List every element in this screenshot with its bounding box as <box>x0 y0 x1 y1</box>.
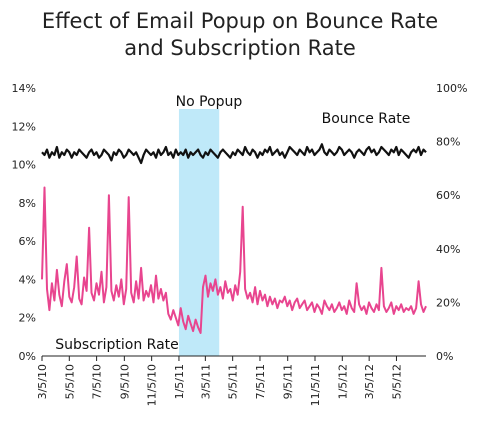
left-tick-label: 4% <box>19 273 36 286</box>
right-tick-label: 40% <box>436 243 460 256</box>
right-tick-label: 0% <box>436 350 453 363</box>
x-tick-label: 7/5/10 <box>91 364 104 399</box>
right-tick-label: 60% <box>436 189 460 202</box>
x-tick-label: 11/5/11 <box>309 364 322 406</box>
x-tick-label: 11/5/10 <box>146 364 159 406</box>
no-popup-label: No Popup <box>176 94 243 110</box>
no-popup-band <box>178 109 220 356</box>
x-tick-label: 5/5/11 <box>227 364 240 399</box>
series-layer <box>41 143 427 334</box>
x-tick-label: 1/5/11 <box>173 364 186 399</box>
chart-title-line-1: Effect of Email Popup on Bounce Rate <box>42 9 438 33</box>
x-tick-label: 7/5/11 <box>254 364 267 399</box>
subscription-rate-line <box>41 186 427 334</box>
left-tick-label: 14% <box>12 82 36 95</box>
x-tick-label: 5/5/10 <box>63 364 76 399</box>
x-tick-label: 1/5/12 <box>336 364 349 399</box>
x-tick-label: 9/5/10 <box>118 364 131 399</box>
right-tick-label: 20% <box>436 296 460 309</box>
left-tick-label: 12% <box>12 120 36 133</box>
left-tick-label: 2% <box>19 312 36 325</box>
bounce-rate-label: Bounce Rate <box>322 111 411 127</box>
axis-layer: 0% 2% 4% 6% 8% 10% 12% 14% 0% 20% 40% 60% 80% 100% 3/5… <box>12 82 468 406</box>
chart-title-line-2: and Subscription Rate <box>124 36 356 60</box>
x-tick-label: 9/5/11 <box>282 364 295 399</box>
x-tick-label: 3/5/10 <box>36 364 49 399</box>
left-tick-label: 0% <box>19 350 36 363</box>
right-tick-label: 80% <box>436 136 460 149</box>
left-tick-label: 10% <box>12 159 36 172</box>
bounce-rate-line <box>41 143 427 165</box>
x-tick-label: 5/5/12 <box>390 364 403 399</box>
left-tick-label: 6% <box>19 235 36 248</box>
right-tick-label: 100% <box>436 82 467 95</box>
left-tick-label: 8% <box>19 197 36 210</box>
highlight-layer <box>178 109 220 356</box>
x-tick-label: 3/5/12 <box>363 364 376 399</box>
x-tick-label: 3/5/11 <box>199 364 212 399</box>
subscription-rate-label: Subscription Rate <box>55 337 179 353</box>
